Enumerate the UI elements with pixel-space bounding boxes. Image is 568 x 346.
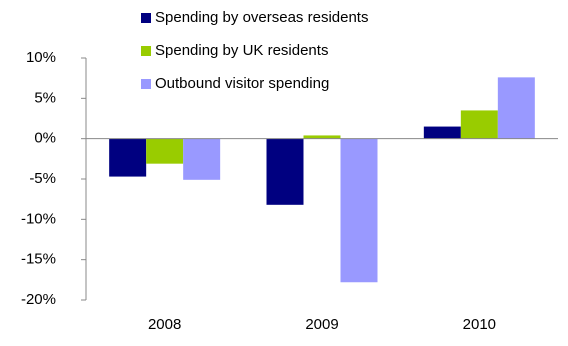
bar <box>183 138 221 180</box>
y-tick-label: 0% <box>34 130 56 147</box>
x-tick-label: 2010 <box>463 316 496 333</box>
y-tick-label: -10% <box>21 210 56 227</box>
legend-swatch <box>141 46 151 56</box>
bar <box>423 126 461 139</box>
legend-label: Outbound visitor spending <box>155 75 329 92</box>
legend-label: Spending by UK residents <box>155 42 328 59</box>
bar <box>460 110 498 139</box>
bar <box>146 138 184 164</box>
y-tick-label: 10% <box>26 49 56 66</box>
y-tick-label: -15% <box>21 251 56 268</box>
bar <box>303 135 341 139</box>
y-tick-label: 5% <box>34 89 56 106</box>
bar <box>266 138 304 205</box>
bar <box>109 138 147 177</box>
legend-swatch <box>141 79 151 89</box>
x-tick-label: 2008 <box>148 316 181 333</box>
legend-label: Spending by overseas residents <box>155 9 368 26</box>
legend-swatch <box>141 13 151 23</box>
bar <box>340 138 378 283</box>
x-tick-label: 2009 <box>305 316 338 333</box>
y-tick-label: -5% <box>29 170 56 187</box>
y-tick-label: -20% <box>21 291 56 308</box>
bar <box>497 77 535 139</box>
